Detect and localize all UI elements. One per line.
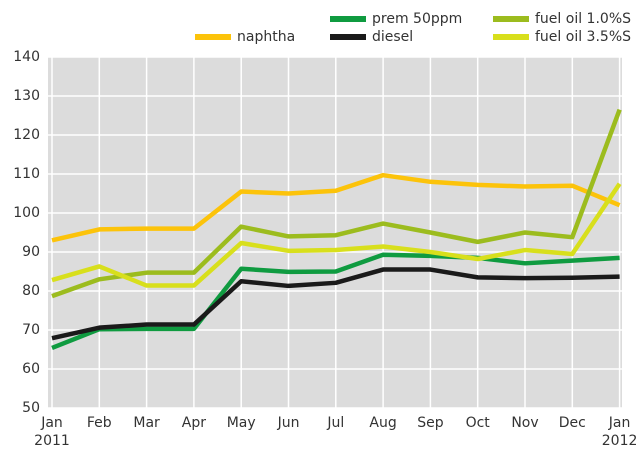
x-tick-label: Oct: [465, 415, 490, 431]
x-tick-label: Dec: [558, 415, 586, 431]
y-tick-label: 110: [13, 166, 40, 182]
series-line: [51, 172, 621, 243]
y-tick-label: 70: [22, 322, 40, 338]
x-tick-label: Mar: [133, 415, 160, 431]
y-tick-label: 100: [13, 205, 40, 221]
x-tick-label: Nov: [511, 415, 539, 431]
y-tick-label: 120: [13, 127, 40, 143]
x-tick-label: Jan 2012: [601, 415, 636, 449]
y-tick-label: 50: [22, 400, 40, 416]
series-line: [51, 252, 620, 351]
x-tick-label: Jun: [277, 415, 300, 431]
x-tick-label: Aug: [369, 415, 397, 431]
x-tick-label: Apr: [181, 415, 206, 431]
y-tick-label: 130: [13, 88, 40, 104]
legend-label: prem 50ppm: [372, 11, 462, 27]
x-tick-label: May: [226, 415, 256, 431]
y-tick-label: 90: [22, 244, 40, 260]
legend-label: diesel: [372, 29, 413, 45]
y-tick-label: 140: [13, 49, 40, 65]
series-line: [51, 182, 622, 288]
legend-label: naphtha: [237, 29, 295, 45]
legend-label: fuel oil 3.5%S: [535, 29, 631, 45]
x-tick-label: Jul: [327, 415, 345, 431]
legend-label: fuel oil 1.0%S: [535, 11, 631, 27]
series-line: [51, 108, 622, 299]
series-line: [51, 267, 620, 341]
x-tick-label: Feb: [86, 415, 112, 431]
y-tick-label: 80: [22, 283, 40, 299]
y-tick-label: 60: [22, 361, 40, 377]
x-tick-label: Jan 2011: [34, 415, 70, 449]
x-tick-label: Sep: [417, 415, 444, 431]
